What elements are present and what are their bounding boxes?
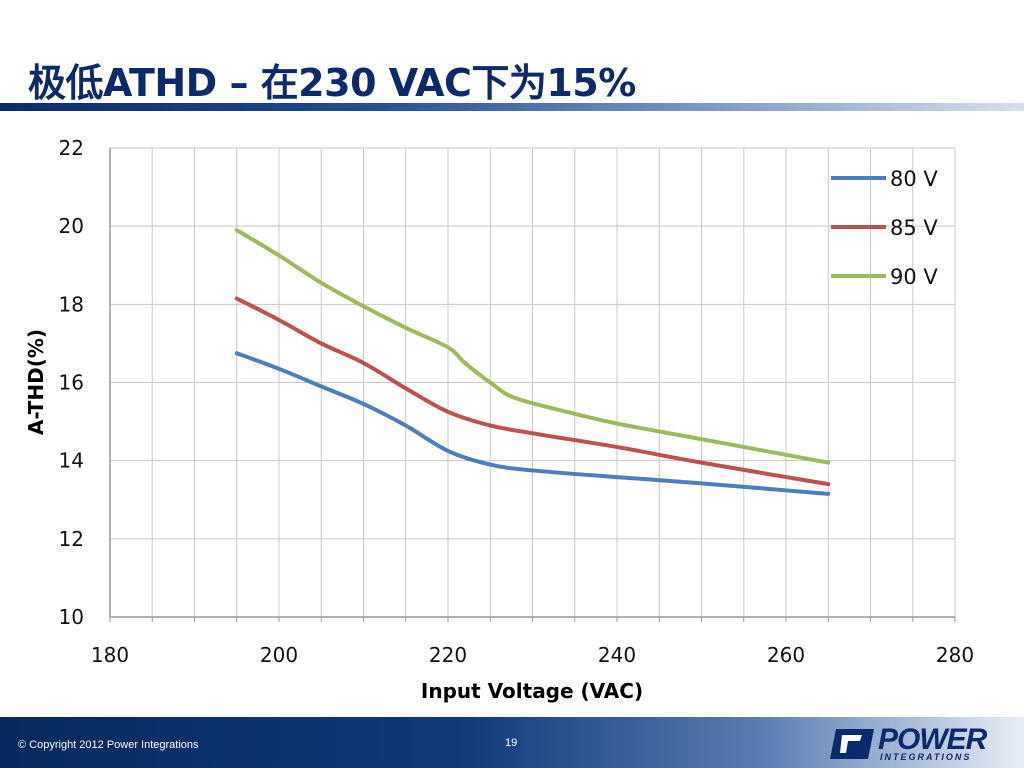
legend-label-90v: 90 V [890, 265, 938, 289]
x-tick-label: 180 [91, 643, 129, 667]
title-divider [0, 103, 1024, 111]
x-tick-label: 260 [767, 643, 805, 667]
x-tick-label: 220 [429, 643, 467, 667]
x-tick-label: 200 [260, 643, 298, 667]
y-tick-label: 16 [59, 371, 84, 395]
page-number: 19 [505, 737, 518, 749]
x-tick-label: 240 [598, 643, 636, 667]
athd-line-chart: 180 200 220 240 260 280 10 12 14 16 18 20 22 80 V 85 … [24, 136, 975, 703]
grid-lines [109, 147, 956, 622]
legend-label-85v: 85 V [890, 216, 938, 240]
tick-labels: 180 200 220 240 260 280 10 12 14 16 18 20 22 [59, 136, 975, 667]
series-line-80v [234, 351, 831, 496]
logo-wordmark: POWER [878, 723, 987, 756]
logo-subtext: INTEGRATIONS [880, 752, 972, 762]
footer-bar: © Copyright 2012 Power Integrations 19 P… [0, 717, 1024, 768]
series-line-85v [234, 296, 831, 487]
x-tick-label: 280 [936, 643, 974, 667]
power-integrations-logo: POWER INTEGRATIONS [828, 723, 1012, 763]
legend: 80 V 85 V 90 V [831, 167, 938, 289]
y-tick-label: 12 [59, 527, 84, 551]
y-tick-label: 14 [59, 449, 84, 473]
series-lines [234, 228, 831, 496]
y-axis-label: A-THD(%) [24, 329, 48, 435]
slide-title: 极低ATHD – 在230 VAC下为15% [28, 61, 636, 105]
series-line-90v [234, 228, 831, 465]
x-axis-label: Input Voltage (VAC) [421, 679, 643, 703]
copyright-text: © Copyright 2012 Power Integrations [18, 739, 199, 751]
logo-mark-icon [830, 729, 874, 759]
y-tick-label: 22 [59, 136, 84, 160]
y-tick-label: 18 [59, 292, 84, 316]
y-tick-label: 10 [59, 605, 84, 629]
y-tick-label: 20 [59, 214, 84, 238]
legend-label-80v: 80 V [890, 167, 938, 191]
